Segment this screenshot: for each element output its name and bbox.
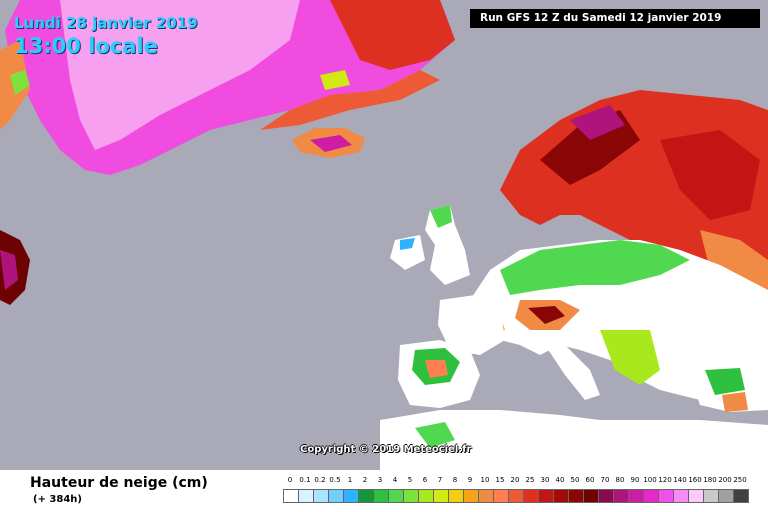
scale-swatch [643,489,659,503]
scale-swatch [613,489,629,503]
scale-label: 70 [600,476,610,484]
italy [545,345,600,400]
scale-swatch [403,489,419,503]
great-britain [425,205,470,285]
scale-swatch [583,489,599,503]
scale-label: 0.2 [314,476,326,484]
scale-label: 4 [392,476,398,484]
copyright-notice: Copyright © 2019 Meteociel.fr [300,444,472,455]
north-africa [380,410,768,470]
scale-label: 140 [673,476,687,484]
scale-label: 15 [495,476,505,484]
scale-label: 120 [658,476,672,484]
scale-label: 90 [630,476,640,484]
scale-label: 0 [287,476,293,484]
scale-label: 8 [452,476,458,484]
scale-swatch [358,489,374,503]
scale-label: 180 [703,476,717,484]
scale-label: 60 [585,476,595,484]
scale-label: 6 [422,476,428,484]
scale-label: 160 [688,476,702,484]
scale-swatch [598,489,614,503]
scale-swatch [493,489,509,503]
color-scale: 0 0.1 0.2 0.5 1 2 3 4 5 6 7 8 9 10 15 20 25 30 40 50 60 70 80 9… [283,476,753,510]
forecast-date: Lundi 28 janvier 2019 [14,14,198,32]
scale-label: 25 [525,476,535,484]
scale-label: 20 [510,476,520,484]
scale-swatch [313,489,329,503]
france [438,295,505,355]
scale-swatch [718,489,734,503]
scale-label: 200 [718,476,732,484]
scale-label: 0.5 [329,476,341,484]
scale-label: 80 [615,476,625,484]
scale-swatch [478,489,494,503]
scale-swatch [733,489,749,503]
scale-label: 10 [480,476,490,484]
scale-swatch [328,489,344,503]
scale-swatch [508,489,524,503]
scale-label: 100 [643,476,657,484]
scale-label: 7 [437,476,443,484]
scale-swatch [628,489,644,503]
scale-swatch [283,489,299,503]
forecast-time: 13:00 locale [14,34,158,58]
snow-depth-map: Lundi 28 janvier 2019 13:00 locale Run G… [0,0,768,470]
scale-swatch [298,489,314,503]
ireland [390,235,425,270]
scale-swatch [463,489,479,503]
scale-label: 0.1 [299,476,311,484]
scale-swatch [688,489,704,503]
scale-label: 9 [467,476,473,484]
scale-label: 250 [733,476,747,484]
scale-swatch [703,489,719,503]
legend-bar: Hauteur de neige (cm) (+ 384h) 0 0.1 0.2 0.… [0,470,768,512]
scale-label: 2 [362,476,368,484]
model-run-label: Run GFS 12 Z du Samedi 12 janvier 2019 [470,9,760,28]
map-drawing [0,0,768,470]
scale-swatch [658,489,674,503]
scale-swatch [343,489,359,503]
scale-swatch [373,489,389,503]
scale-swatch [553,489,569,503]
scale-label: 3 [377,476,383,484]
legend-title: Hauteur de neige (cm) [30,475,208,491]
scale-label: 1 [347,476,353,484]
scale-swatch [523,489,539,503]
scale-swatch [433,489,449,503]
scale-label: 50 [570,476,580,484]
scale-label: 30 [540,476,550,484]
greenland-coast [260,70,440,130]
scale-swatch [388,489,404,503]
scale-swatch [568,489,584,503]
greenland-core [60,0,300,150]
scale-swatch [673,489,689,503]
scale-label: 40 [555,476,565,484]
scale-label: 5 [407,476,413,484]
legend-subtitle: (+ 384h) [33,494,82,505]
scale-swatch [538,489,554,503]
scale-swatch [448,489,464,503]
scale-swatch [418,489,434,503]
greenland-ne [330,0,455,70]
